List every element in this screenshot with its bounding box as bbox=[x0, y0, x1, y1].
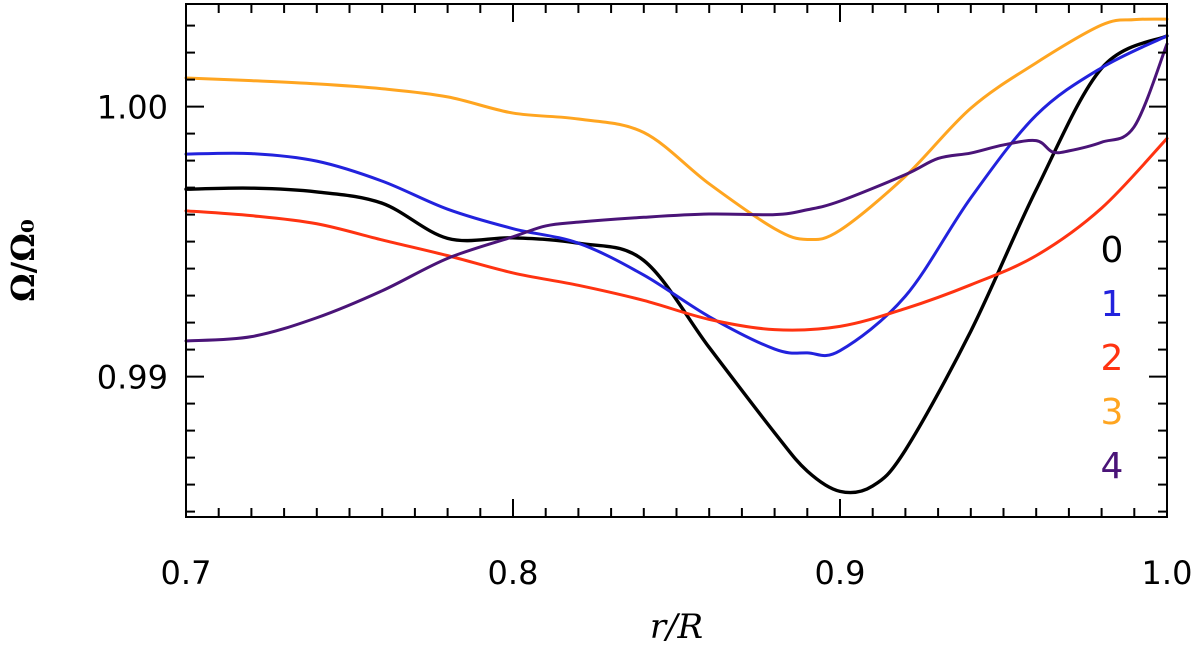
legend-label-2: 2 bbox=[1101, 338, 1124, 379]
ticks-layer bbox=[185, 4, 1168, 517]
plot-frame bbox=[185, 3, 1168, 518]
x-tick-label: 0.8 bbox=[488, 554, 539, 592]
series-line-4 bbox=[184, 42, 1169, 343]
series-layer bbox=[184, 17, 1169, 495]
legend-label-1: 1 bbox=[1101, 284, 1124, 325]
series-line-3 bbox=[184, 17, 1169, 242]
legend-label-3: 3 bbox=[1101, 392, 1124, 433]
y-tick-label: 1.00 bbox=[97, 89, 168, 127]
series-line-2 bbox=[184, 136, 1169, 332]
x-axis-title: r/R bbox=[650, 607, 703, 645]
y-tick-label: 0.99 bbox=[97, 359, 168, 397]
x-tick-label: 1.0 bbox=[1142, 554, 1193, 592]
legend: 0 1 2 3 4 bbox=[1101, 230, 1124, 487]
x-tick-label: 0.7 bbox=[161, 554, 212, 592]
series-line-0 bbox=[184, 34, 1169, 495]
legend-label-0: 0 bbox=[1101, 230, 1124, 271]
tick-labels-layer: 0.7 0.8 0.9 1.0 0.99 1.00 bbox=[97, 89, 1193, 592]
x-tick-label: 0.9 bbox=[815, 554, 866, 592]
legend-label-4: 4 bbox=[1101, 446, 1124, 487]
y-axis-title: Ω/Ω₀ bbox=[4, 219, 42, 302]
